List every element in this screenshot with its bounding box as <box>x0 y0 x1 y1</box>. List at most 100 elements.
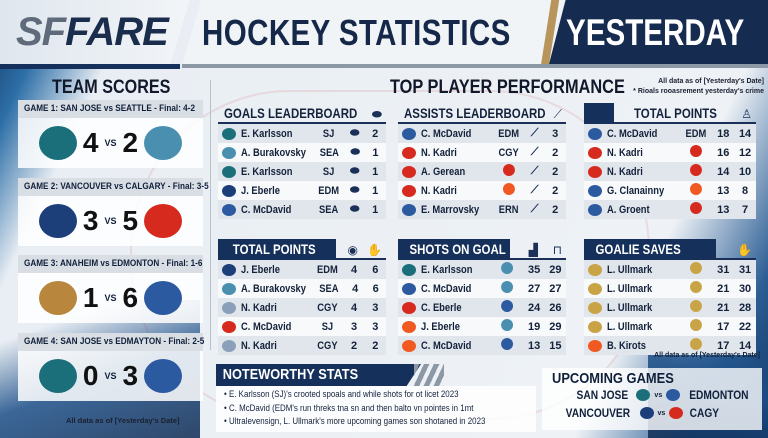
stat-value: 29 <box>549 320 562 333</box>
player-name: E. Karlsson <box>421 263 473 276</box>
table-row[interactable]: G. Clanainny 13 8 <box>584 181 756 200</box>
table-row[interactable]: L. Ullmark 21 28 <box>584 298 756 317</box>
board-rows: C. McDavid EDM 18 14 N. Kadri 16 12 N. Kadr… <box>584 124 756 219</box>
player-icon: ◉ <box>347 243 358 257</box>
table-row[interactable]: N. Kadri CGY 4 3 <box>218 298 386 317</box>
table-row[interactable]: A. Groent 13 7 <box>584 200 756 219</box>
header-underline <box>0 64 180 69</box>
table-row[interactable]: N. Kadri 16 12 <box>584 143 756 162</box>
game-card: GAME 4: SAN JOSE vs EDMAYTON - Final: 2-… <box>18 333 204 401</box>
table-row[interactable]: N. Kadri ⟋ 2 <box>398 181 566 200</box>
table-row[interactable]: C. McDavid EDM 18 14 <box>584 124 756 143</box>
vs-label: vs <box>654 391 663 399</box>
table-row[interactable]: L. Ullmark 21 30 <box>584 279 756 298</box>
canucks-logo-icon <box>222 263 236 276</box>
header-block: SHOTS ON GOAL <box>398 239 510 259</box>
player-name: G. Clanainny <box>607 184 665 197</box>
vs-label: VS <box>104 216 117 226</box>
table-row[interactable]: J. Eberle 19 29 <box>398 317 566 336</box>
shots-on-goal: SHOTS ON GOAL ▟ ⊓ E. Karlsson 35 29 C. McDa… <box>398 239 566 355</box>
player-name: A. Groent <box>607 203 650 216</box>
table-row[interactable]: C. McDavid SEA ⬬ 1 <box>218 200 386 219</box>
player-name: N. Kadri <box>607 146 643 159</box>
flyers-logo-icon <box>588 339 602 352</box>
stick-icon: ⟋ <box>530 203 539 215</box>
performance-title: TOP PLAYER PERFORMANCE <box>390 77 625 98</box>
table-row[interactable]: J. Eberle EDM ⬬ 1 <box>218 181 386 200</box>
board-header: TOTAL POINTS ♙ <box>584 103 756 124</box>
stat-value: 31 <box>738 263 752 276</box>
stat-value: 10 <box>738 165 752 178</box>
flyers-logo-icon <box>494 183 522 198</box>
table-row[interactable]: C. McDavid 13 15 <box>398 336 566 355</box>
stat-value: 27 <box>549 282 562 295</box>
stat-value: 29 <box>549 263 562 276</box>
table-row[interactable]: E. Karlsson SJ ⬬ 2 <box>218 124 386 143</box>
table-row[interactable]: L. Ullmark 17 22 <box>584 317 756 336</box>
board-title: TOTAL POINTS <box>232 241 316 257</box>
stat-value: 4 <box>351 263 358 276</box>
player-name: J. Eberle <box>241 184 280 197</box>
team-abbr: SJ <box>322 127 334 140</box>
table-row[interactable]: J. Eberle EDM 4 6 <box>218 260 386 279</box>
table-row[interactable]: L. Ullmark 31 31 <box>584 260 756 279</box>
stat-value: 14 <box>738 339 752 352</box>
stat-value: 1 <box>372 184 379 197</box>
table-row[interactable]: C. McDavid SJ 3 3 <box>218 317 386 336</box>
oilers-logo-icon <box>222 203 236 216</box>
flames-logo-icon <box>402 146 416 159</box>
header-block <box>584 103 614 123</box>
bruins-logo-icon <box>681 338 710 353</box>
header-block: TOTAL POINTS <box>218 239 336 259</box>
page-title: HOCKEY STATISTICS <box>202 12 511 53</box>
table-row[interactable]: A. Burakovsky SEA 4 6 <box>218 279 386 298</box>
table-row[interactable]: C. McDavid EDM ⟋ 3 <box>398 124 566 143</box>
game-score-row: 0 VS 3 <box>18 351 203 401</box>
table-row[interactable]: C. McDavid 27 27 <box>398 279 566 298</box>
header-mid-panel <box>182 0 564 66</box>
stat-value: 3 <box>351 320 358 333</box>
table-row[interactable]: N. Kadri CGY 2 2 <box>218 336 386 355</box>
total-points-bottom: TOTAL POINTS ◉ ✋ J. Eberle EDM 4 6 A. Burako… <box>218 239 386 355</box>
home-score: 1 <box>82 282 99 313</box>
stat-value: 16 <box>717 146 730 159</box>
table-row[interactable]: N. Kadri CGY ⟋ 2 <box>398 143 566 162</box>
canucks-logo-icon <box>38 204 77 238</box>
kraken-logo-icon <box>222 282 236 295</box>
flames-logo-icon <box>669 407 684 419</box>
noteworthy-item: • C. McDavid (EDM's run threks tna sn an… <box>224 402 474 413</box>
table-row[interactable]: E. Karlsson SJ ⬬ 1 <box>218 162 386 181</box>
board-header: SHOTS ON GOAL ▟ ⊓ <box>398 239 566 260</box>
puck-icon: ⬬ <box>349 165 360 177</box>
table-row[interactable]: N. Kadri 14 10 <box>584 162 756 181</box>
header-underline <box>182 64 768 68</box>
team-abbr: CGY <box>316 339 338 352</box>
game-card: GAME 1: SAN JOSE vs SEATTLE - Final: 4-2… <box>18 100 203 168</box>
puck-icon: ⬬ <box>350 146 360 158</box>
stat-value: 2 <box>552 203 559 216</box>
table-row[interactable]: E. Marrovsky ERN ⟋ 2 <box>398 200 566 219</box>
player-name: C. Eberle <box>421 301 462 314</box>
team-abbr: EDM <box>497 127 519 140</box>
flames-logo-icon <box>681 145 710 160</box>
table-row[interactable]: E. Karlsson 35 29 <box>398 260 566 279</box>
brand-rest: FARE <box>65 10 169 54</box>
player-name: L. Ullmark <box>607 301 653 314</box>
game-label: GAME 3: ANAHEIM vs EDMONTON - Final: 1-6 <box>18 255 203 273</box>
player-name: E. Karlsson <box>241 127 293 140</box>
as-of-note: All data as of [Yesterday's Date] <box>66 416 180 425</box>
table-row[interactable]: C. Eberle 24 26 <box>398 298 566 317</box>
oilers-logo-icon <box>402 127 416 140</box>
table-row[interactable]: A. Burakovsky SEA ⬬ 1 <box>218 143 386 162</box>
away-score: 3 <box>122 360 139 391</box>
game-score-row: 1 VS 6 <box>18 273 203 323</box>
stat-value: 21 <box>717 282 730 295</box>
kraken-logo-icon <box>222 146 236 159</box>
team-abbr: ERN <box>498 203 519 216</box>
oilers-logo-icon <box>493 300 521 315</box>
table-row[interactable]: B. Kirots 17 14 <box>584 336 756 355</box>
table-row[interactable]: A. Gerean ⟋ 2 <box>398 162 566 181</box>
stick-icon: ⟋ <box>530 127 539 139</box>
stat-value: 3 <box>372 320 379 333</box>
stat-value: 2 <box>552 165 559 178</box>
